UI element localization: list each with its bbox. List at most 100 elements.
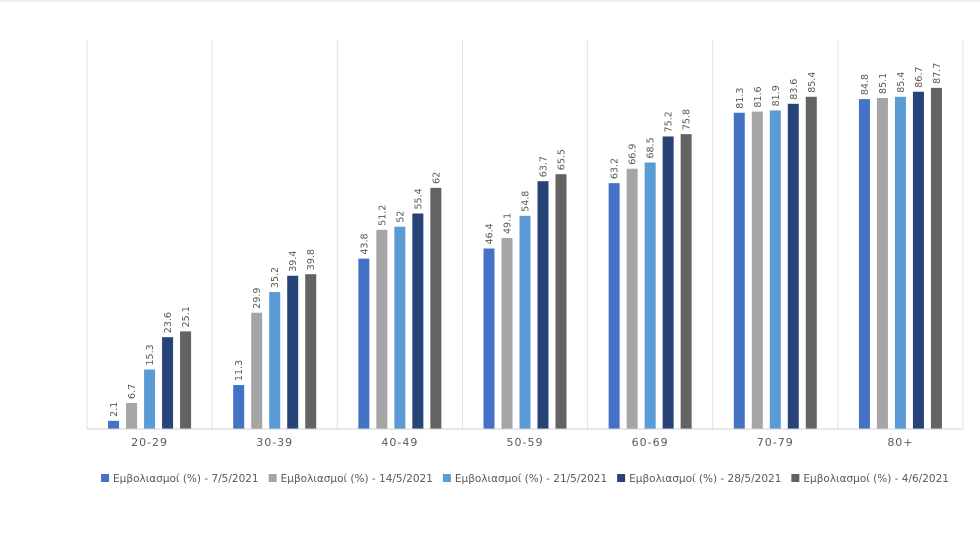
data-label: 83.6 [789,79,800,100]
data-label: 46.4 [485,223,496,244]
x-tick-label: 20-29 [131,436,168,449]
bar-30-39-series-2 [251,312,263,429]
legend-item-3: Εμβολιασμοί (%) - 21/5/2021 [442,473,607,485]
bar-20-29-series-5 [180,331,192,429]
data-label: 81.6 [753,86,764,107]
bar-40-49-series-2 [376,229,388,429]
data-label: 85.4 [807,72,818,93]
data-label: 75.2 [664,111,675,132]
legend-label: Εμβολιασμοί (%) - 28/5/2021 [629,473,781,485]
legend-swatch [791,474,800,482]
x-tick-label: 50-59 [507,436,544,449]
data-label: 68.5 [646,137,657,158]
bar-80+-series-4 [912,91,924,429]
data-label: 81.3 [735,88,746,109]
data-label: 6.7 [127,384,138,399]
bars [108,87,942,430]
data-label: 65.5 [557,149,568,170]
legend-item-1: Εμβολιασμοί (%) - 7/5/2021 [101,473,259,485]
legend-item-5: Εμβολιασμοί (%) - 4/6/2021 [791,473,949,485]
x-tick-label: 30-39 [256,436,293,449]
data-labels: 2.1 6.7 15.3 23.6 25.1 11.3 29.9 35.2 39.4 39.8 43… [109,63,943,417]
bar-80+-series-1 [858,99,870,430]
data-label: 15.3 [145,344,156,365]
data-label: 75.8 [682,109,693,130]
bar-80+-series-5 [930,87,942,430]
data-label: 84.8 [860,74,871,95]
data-label: 85.1 [878,73,889,94]
data-label: 2.1 [109,402,120,417]
legend-item-4: Εμβολιασμοί (%) - 28/5/2021 [617,473,781,485]
legend-label: Εμβολιασμοί (%) - 21/5/2021 [455,473,607,485]
data-label: 51.2 [377,205,388,226]
data-label: 43.8 [359,233,370,254]
legend-swatch [617,474,626,482]
legend-item-2: Εμβολιασμοί (%) - 14/5/2021 [268,473,433,485]
data-label: 54.8 [521,191,532,212]
legend-swatch [268,474,277,482]
bar-60-69-series-3 [644,162,656,429]
legend-swatch [442,474,451,482]
data-label: 85.4 [896,72,907,93]
bar-40-49-series-5 [430,187,442,429]
bar-20-29-series-4 [162,337,174,429]
data-label: 66.9 [628,144,639,165]
bar-60-69-series-4 [662,136,674,430]
legend: Εμβολιασμοί (%) - 7/5/2021 Εμβολιασμοί (%… [101,473,949,485]
bar-20-29-series-1 [108,420,120,429]
bar-50-59-series-4 [537,181,549,429]
data-label: 86.7 [914,67,925,88]
data-label: 35.2 [270,267,281,288]
bar-30-39-series-1 [233,385,245,429]
bar-50-59-series-2 [501,238,513,429]
x-tick-label: 80+ [887,436,913,449]
data-label: 29.9 [252,288,263,309]
data-label: 25.1 [181,306,192,327]
bar-40-49-series-1 [358,258,370,429]
bar-70-79-series-5 [805,96,817,429]
bar-40-49-series-3 [394,226,406,429]
bar-60-69-series-1 [608,183,620,429]
data-label: 62 [431,172,442,184]
data-label: 39.8 [306,249,317,270]
data-label: 63.7 [539,156,550,177]
data-label: 11.3 [234,360,245,381]
legend-label: Εμβολιασμοί (%) - 14/5/2021 [281,473,433,485]
bar-60-69-series-5 [680,134,692,429]
bar-80+-series-2 [876,97,888,429]
bar-70-79-series-3 [769,110,781,429]
bar-70-79-series-1 [733,112,745,430]
legend-label: Εμβολιασμοί (%) - 4/6/2021 [803,473,949,485]
data-label: 87.7 [932,63,943,84]
bar-50-59-series-1 [483,248,495,429]
bar-70-79-series-4 [787,103,799,430]
top-divider [0,0,980,2]
bar-50-59-series-3 [519,215,531,429]
bar-50-59-series-5 [555,174,567,429]
x-tick-label: 40-49 [381,436,418,449]
bar-30-39-series-5 [305,274,317,429]
bar-20-29-series-2 [126,402,138,429]
data-label: 52 [395,211,406,223]
bar-30-39-series-4 [287,275,299,429]
bar-80+-series-3 [894,96,906,429]
grid-lines [86,40,964,429]
x-tick-label: 60-69 [632,436,669,449]
data-label: 49.1 [503,213,514,234]
bar-20-29-series-3 [144,369,156,429]
bar-40-49-series-4 [412,213,424,429]
bar-30-39-series-3 [269,292,281,429]
data-label: 39.4 [288,251,299,272]
legend-label: Εμβολιασμοί (%) - 7/5/2021 [113,473,259,485]
bar-60-69-series-2 [626,168,638,429]
x-tick-labels: 20-29 30-39 40-49 50-59 60-69 70-79 80+ [131,436,913,449]
legend-swatch [101,474,110,482]
data-label: 23.6 [163,312,174,333]
x-tick-label: 70-79 [757,436,794,449]
data-label: 63.2 [610,158,621,179]
data-label: 55.4 [413,188,424,209]
bar-70-79-series-2 [751,111,763,430]
data-label: 81.9 [771,85,782,106]
